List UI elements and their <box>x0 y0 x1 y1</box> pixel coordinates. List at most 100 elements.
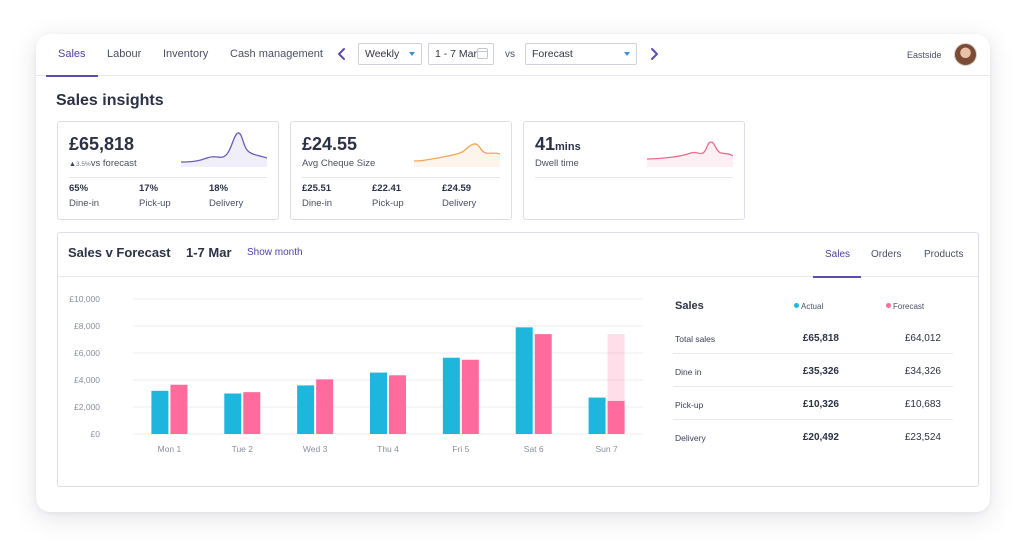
nav-tab-labour[interactable]: Labour <box>107 48 142 60</box>
bar-forecast <box>607 400 625 434</box>
y-tick-label: £2,000 <box>74 402 100 412</box>
kpi-card-sales: £65,818 ▲3.5%vs forecast 65% Dine-in 17%… <box>57 121 279 220</box>
row-actual: £35,326 <box>802 366 839 377</box>
top-bar: Sales Labour Inventory Cash management W… <box>36 34 990 77</box>
row-label: Pick-up <box>675 400 704 410</box>
date-range-value: 1 - 7 Mar <box>435 48 478 60</box>
row-actual: £65,818 <box>802 333 839 344</box>
split-value: 18% <box>209 183 229 194</box>
panel-tab-sales[interactable]: Sales <box>812 233 862 278</box>
kpi-subtitle: Dwell time <box>535 158 579 169</box>
row-forecast: £34,326 <box>904 366 941 377</box>
x-tick-label: Sat 6 <box>524 444 544 454</box>
legend-dot-actual <box>794 303 799 308</box>
site-name[interactable]: Eastside <box>907 50 942 60</box>
bar-actual <box>588 397 606 434</box>
kpi-subtitle-text: vs forecast <box>90 158 137 169</box>
sparkline-chart <box>414 143 500 167</box>
summary-header: Sales Actual Forecast <box>673 291 953 321</box>
nav-tab-sales[interactable]: Sales <box>46 34 97 77</box>
legend-label: Forecast <box>893 302 925 311</box>
legend-actual: Actual <box>794 302 823 311</box>
kpi-value: 41mins <box>535 134 581 155</box>
x-tick-label: Tue 2 <box>232 444 254 454</box>
bar-forecast <box>461 359 479 434</box>
kpi-number: 41 <box>535 134 556 154</box>
split-label: Delivery <box>209 198 244 209</box>
row-label: Dine in <box>675 367 702 377</box>
sparkline-chart <box>647 141 733 167</box>
split-label: Pick-up <box>139 198 171 209</box>
split-label: Delivery <box>442 198 477 209</box>
bar-actual <box>515 327 533 434</box>
arrow-up-icon: ▲ <box>69 161 76 168</box>
y-tick-label: £0 <box>91 429 101 439</box>
bar-forecast <box>316 379 334 434</box>
row-label: Delivery <box>675 433 706 443</box>
bar-forecast <box>534 334 552 434</box>
y-tick-label: £8,000 <box>74 321 100 331</box>
split-label: Dine-in <box>302 198 333 209</box>
bar-forecast <box>170 384 188 434</box>
row-forecast: £64,012 <box>904 333 941 344</box>
sales-forecast-panel: Sales v Forecast 1-7 Mar Show month Sale… <box>57 232 979 487</box>
split-value: 17% <box>139 183 159 194</box>
avatar[interactable] <box>954 43 977 66</box>
y-tick-label: £6,000 <box>74 348 100 358</box>
row-actual: £10,326 <box>802 399 839 410</box>
bar-actual <box>442 357 460 434</box>
kpi-card-avg-cheque: £24.55 Avg Cheque Size £25.51 Dine-in £2… <box>290 121 512 220</box>
sparkline-chart <box>181 132 267 167</box>
split-value: £25.51 <box>302 183 332 194</box>
panel-title: Sales v Forecast <box>68 245 171 260</box>
summary-row: Dine in £35,326 £34,326 <box>673 354 953 387</box>
kpi-value: £65,818 <box>69 134 135 154</box>
x-tick-label: Fri 5 <box>452 444 469 454</box>
panel-range: 1-7 Mar <box>186 245 232 260</box>
bar-forecast <box>243 392 261 434</box>
date-range-field[interactable]: 1 - 7 Mar <box>428 43 494 65</box>
x-tick-label: Mon 1 <box>158 444 182 454</box>
split-label: Dine-in <box>69 198 100 209</box>
row-forecast: £10,683 <box>904 399 941 410</box>
summary-row: Total sales £65,818 £64,012 <box>673 321 953 354</box>
y-tick-label: £10,000 <box>69 294 100 304</box>
card-divider <box>69 177 267 178</box>
kpi-unit: mins <box>555 141 581 153</box>
row-actual: £20,492 <box>802 432 839 443</box>
x-tick-label: Wed 3 <box>303 444 328 454</box>
kpi-subtitle: Avg Cheque Size <box>302 158 376 169</box>
split-delivery: £24.59 Delivery <box>442 183 476 209</box>
row-label: Total sales <box>675 334 716 344</box>
summary-table: Sales Actual Forecast Total sales £65,818… <box>673 291 953 453</box>
compare-select[interactable]: Forecast <box>525 43 637 65</box>
summary-row: Delivery £20,492 £23,524 <box>673 420 953 453</box>
bar-actual <box>297 385 315 434</box>
kpi-card-dwell-time: 41mins Dwell time <box>523 121 745 220</box>
kpi-subtitle: ▲3.5%vs forecast <box>69 158 137 169</box>
show-month-link[interactable]: Show month <box>247 247 303 258</box>
period-select[interactable]: Weekly <box>358 43 422 65</box>
panel-header: Sales v Forecast 1-7 Mar Show month Sale… <box>58 233 978 278</box>
chevron-down-icon <box>409 52 415 56</box>
chevron-left-icon[interactable] <box>335 46 349 62</box>
bar-actual <box>370 372 387 434</box>
legend-label: Actual <box>801 302 824 311</box>
panel-tab-products[interactable]: Products <box>924 249 964 260</box>
bar-actual <box>224 393 242 434</box>
page-title: Sales insights <box>56 92 164 109</box>
calendar-icon[interactable] <box>477 48 488 59</box>
split-value: £22.41 <box>372 183 402 194</box>
vs-label: vs <box>505 49 515 60</box>
split-pick-up: £22.41 Pick-up <box>372 183 404 209</box>
panel-tab-orders[interactable]: Orders <box>871 249 902 260</box>
nav-tab-cash-management[interactable]: Cash management <box>230 48 323 60</box>
summary-row: Pick-up £10,326 £10,683 <box>673 387 953 420</box>
bar-forecast <box>389 375 406 434</box>
chevron-right-icon[interactable] <box>647 46 661 62</box>
compare-select-value: Forecast <box>532 48 573 60</box>
nav-tab-inventory[interactable]: Inventory <box>163 48 209 60</box>
summary-title: Sales <box>675 300 704 312</box>
app-window: Sales Labour Inventory Cash management W… <box>36 34 990 512</box>
card-divider <box>535 177 733 178</box>
